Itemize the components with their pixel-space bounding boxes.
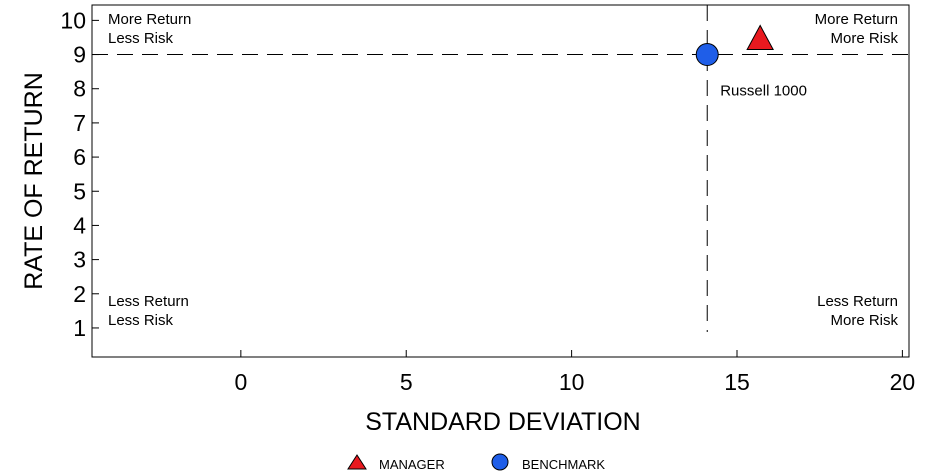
quadrant-top-left-line2: Less Risk [108,30,174,47]
x-axis-title: STANDARD DEVIATION [365,408,641,436]
quadrant-bottom-left-line1: Less Return [108,293,189,310]
benchmark-point-circle [695,43,719,67]
y-tick-label-5: 5 [73,178,86,204]
quadrant-top-right-line1: More Return [815,11,898,28]
x-tick-label-5: 5 [400,369,413,395]
y-axis-ticks: 1 2 3 4 5 6 7 8 9 10 [60,7,99,341]
y-tick-label-7: 7 [73,110,86,136]
y-tick-label-3: 3 [73,247,86,273]
x-tick-label-15: 15 [724,369,750,395]
legend-manager-label: MANAGER [379,457,445,472]
reference-lines [92,5,909,332]
quadrant-bottom-right-line2: More Risk [830,312,898,329]
y-tick-label-10: 10 [60,7,86,33]
quadrant-top-left-line1: More Return [108,11,191,28]
legend-benchmark-circle-icon [491,453,509,471]
legend: MANAGER BENCHMARK [347,453,605,472]
benchmark-point-label: Russell 1000 [720,83,807,100]
quadrant-bottom-left-line2: Less Risk [108,312,174,329]
y-tick-label-1: 1 [73,315,86,341]
x-tick-label-0: 0 [234,369,247,395]
x-tick-label-20: 20 [890,369,916,395]
manager-point-triangle [746,24,774,50]
y-tick-label-6: 6 [73,144,86,170]
plot-area-frame [91,4,910,358]
x-tick-label-10: 10 [559,369,585,395]
y-axis-title: RATE OF RETURN [20,72,48,290]
legend-manager-triangle-icon [347,454,367,470]
y-tick-label-4: 4 [73,212,86,238]
y-tick-label-2: 2 [73,281,86,307]
y-tick-label-8: 8 [73,76,86,102]
quadrant-top-right-line2: More Risk [830,30,898,47]
y-tick-label-9: 9 [73,42,86,68]
x-axis-ticks: 0 5 10 15 20 [234,350,915,395]
legend-benchmark-label: BENCHMARK [522,457,605,472]
data-points: Russell 1000 [695,24,807,100]
quadrant-bottom-right-line1: Less Return [817,293,898,310]
